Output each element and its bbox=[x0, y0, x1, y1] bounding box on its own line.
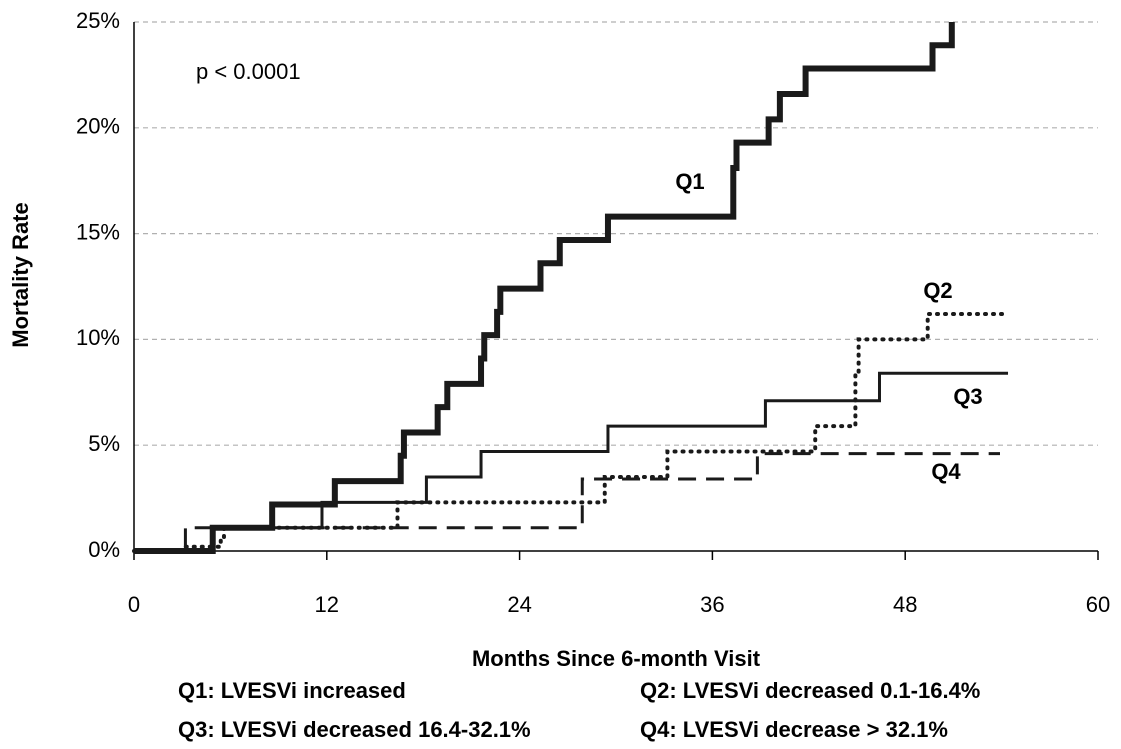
y-tick-label: 10% bbox=[76, 325, 120, 350]
legend-entry: Q3: LVESVi decreased 16.4-32.1% bbox=[178, 717, 531, 742]
x-tick-label: 12 bbox=[315, 592, 339, 617]
y-tick-label: 20% bbox=[76, 114, 120, 139]
x-tick-label: 60 bbox=[1086, 592, 1110, 617]
series-line bbox=[134, 22, 955, 554]
series-label: Q2 bbox=[923, 278, 952, 303]
x-axis-title: Months Since 6-month Visit bbox=[472, 646, 761, 671]
y-tick-label: 5% bbox=[88, 431, 120, 456]
series-line bbox=[134, 452, 1000, 553]
legend-entry: Q4: LVESVi decrease > 32.1% bbox=[640, 717, 948, 742]
series-line bbox=[134, 371, 1009, 553]
series-label: Q4 bbox=[931, 459, 961, 484]
series-line bbox=[132, 312, 1011, 553]
y-tick-label: 25% bbox=[76, 8, 120, 33]
legend-entry: Q2: LVESVi decreased 0.1-16.4% bbox=[640, 678, 980, 703]
y-tick-label: 15% bbox=[76, 219, 120, 244]
x-tick-label: 36 bbox=[700, 592, 724, 617]
x-tick-label: 24 bbox=[507, 592, 531, 617]
y-tick-label: 0% bbox=[88, 537, 120, 562]
series-label: Q1 bbox=[675, 169, 704, 194]
series-label: Q3 bbox=[953, 384, 982, 409]
y-axis-title: Mortality Rate bbox=[8, 202, 33, 347]
x-tick-label: 0 bbox=[128, 592, 140, 617]
legend-entry: Q1: LVESVi increased bbox=[178, 678, 406, 703]
annotation: p < 0.0001 bbox=[196, 59, 301, 84]
x-tick-label: 48 bbox=[893, 592, 917, 617]
